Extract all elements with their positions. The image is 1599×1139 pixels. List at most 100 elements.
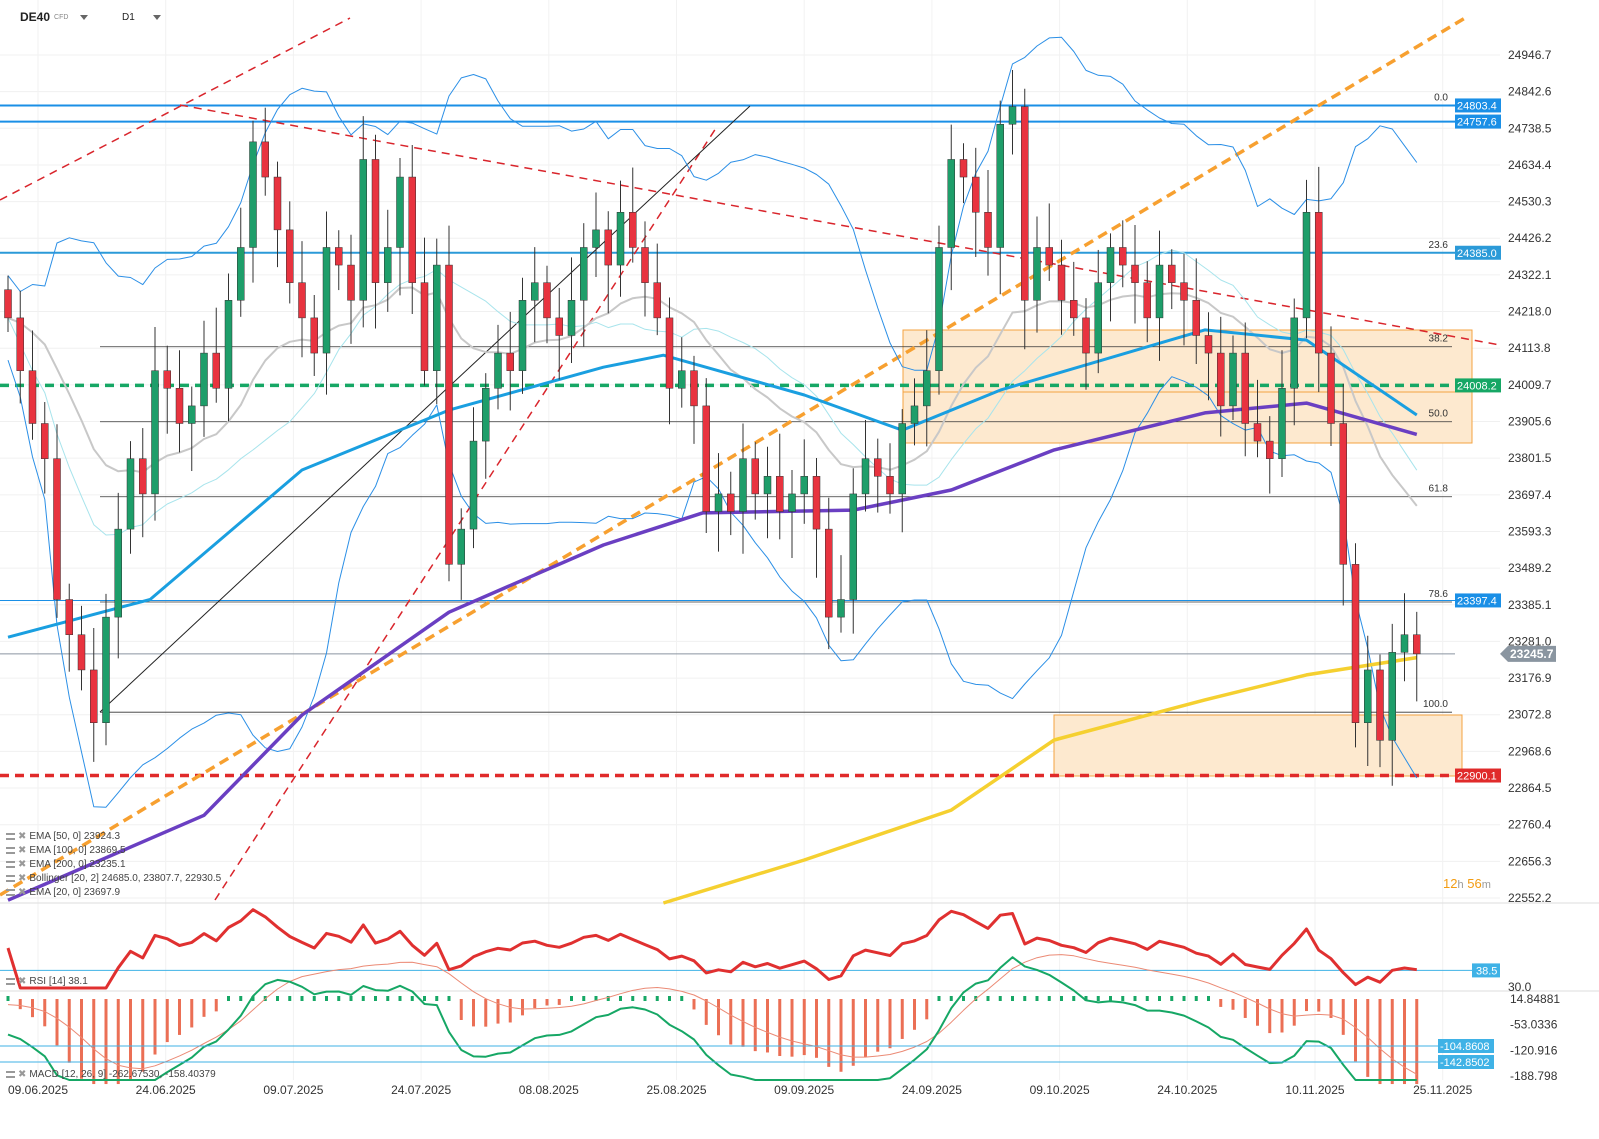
candle: [286, 201, 294, 304]
legend-ema100[interactable]: ✖ EMA [100, 0] 23869.5: [6, 845, 126, 856]
candle: [1119, 220, 1127, 288]
candle-body: [1327, 352, 1335, 424]
macd-histogram-bar: [864, 999, 867, 1058]
legend-text: Bollinger [20, 2] 24685.0, 23807.7, 2293…: [29, 873, 222, 884]
y-tick-label: 23593.3: [1508, 524, 1552, 538]
close-icon[interactable]: ✖: [18, 976, 27, 987]
macd-histogram-bar: [80, 999, 83, 1079]
legend-text: RSI [14] 38.1: [29, 976, 88, 987]
trend-line: [0, 16, 1466, 897]
candle-body: [1168, 264, 1176, 283]
rsi-tick-label: 30.0: [1508, 980, 1532, 994]
candle: [886, 443, 894, 514]
macd-level-label: -142.8502: [1440, 1057, 1490, 1069]
rsi-line: [6, 908, 1418, 990]
candle: [518, 277, 527, 394]
candle: [1021, 88, 1029, 350]
candle: [763, 446, 772, 539]
legend-ema200[interactable]: ✖ EMA [200, 0] 23235.1: [6, 859, 126, 870]
macd-histogram-bar: [1415, 999, 1419, 1085]
macd-histogram-bar: [288, 996, 292, 1001]
close-icon[interactable]: ✖: [18, 887, 27, 898]
candle-body: [690, 370, 698, 407]
candle: [175, 350, 184, 453]
legend-ema50[interactable]: ✖ EMA [50, 0] 23924.3: [6, 831, 120, 842]
macd-tick-label: 14.84881: [1510, 992, 1560, 1006]
candle: [16, 290, 24, 404]
close-icon[interactable]: ✖: [18, 845, 27, 856]
y-tick-label: 23176.9: [1508, 671, 1552, 685]
candle: [261, 107, 269, 196]
candle: [996, 100, 1004, 295]
candle-body: [224, 300, 233, 389]
candle-body: [151, 370, 159, 495]
macd-histogram-bar: [18, 999, 22, 1010]
candle-body: [188, 405, 196, 424]
candle-body: [1217, 352, 1225, 407]
fib-label: 78.6: [1429, 589, 1449, 600]
level-tag: [1455, 768, 1501, 783]
candle: [298, 241, 306, 358]
close-icon[interactable]: ✖: [18, 859, 27, 870]
menu-icon[interactable]: [6, 978, 15, 985]
legend-ema20[interactable]: ✖ EMA [20, 0] 23697.9: [6, 887, 120, 898]
macd-histogram-bar: [190, 999, 194, 1028]
menu-icon[interactable]: [6, 889, 15, 896]
fib-label: 0.0: [1434, 92, 1448, 103]
menu-icon[interactable]: [6, 833, 15, 840]
menu-icon[interactable]: [6, 1071, 15, 1078]
candle: [641, 221, 649, 317]
y-tick-label: 23801.5: [1508, 451, 1552, 465]
menu-icon[interactable]: [6, 861, 15, 868]
macd-histogram-bar: [361, 996, 365, 1001]
macd-tick-label: -188.798: [1510, 1069, 1558, 1083]
candle-body: [1339, 423, 1347, 565]
candle: [1131, 224, 1139, 324]
fib-label: 23.6: [1429, 240, 1449, 251]
x-tick-label: 24.09.2025: [902, 1083, 962, 1097]
macd-histogram-bar: [1219, 999, 1223, 1007]
candle: [445, 225, 453, 582]
fib-label: 61.8: [1429, 484, 1449, 495]
close-icon[interactable]: ✖: [18, 1069, 27, 1080]
candle: [41, 402, 49, 494]
macd-histogram-bar: [766, 999, 769, 1053]
macd-histogram-bar: [1305, 999, 1308, 1012]
candle-body: [506, 352, 514, 371]
candle: [959, 143, 968, 204]
symbol-type: CFD: [54, 13, 69, 21]
candle-body: [200, 352, 208, 407]
close-icon[interactable]: ✖: [18, 873, 27, 884]
chevron-down-icon: [80, 14, 89, 20]
menu-icon[interactable]: [6, 847, 15, 854]
candle: [163, 345, 171, 434]
macd-histogram-bar: [6, 996, 10, 1001]
candle: [727, 471, 735, 536]
timeframe-selector[interactable]: D1: [122, 12, 161, 23]
candle: [1351, 543, 1360, 748]
candle-body: [629, 212, 637, 248]
symbol-selector[interactable]: DE40 CFD: [20, 10, 89, 24]
close-icon[interactable]: ✖: [18, 831, 27, 842]
candle-body: [1376, 669, 1384, 741]
candle: [1413, 611, 1421, 702]
legend-bollinger[interactable]: ✖ Bollinger [20, 2] 24685.0, 23807.7, 229…: [6, 873, 221, 884]
candle-body: [849, 493, 857, 600]
macd-histogram-bar: [815, 999, 818, 1058]
candle-body: [1388, 652, 1396, 741]
macd-histogram-bar: [717, 999, 720, 1036]
macd-signal-line: [7, 954, 1418, 1075]
candle: [898, 409, 906, 533]
candle-body: [359, 159, 367, 301]
macd-histogram-bar: [1084, 996, 1088, 1001]
menu-icon[interactable]: [6, 875, 15, 882]
candle-body: [1290, 317, 1298, 389]
legend-rsi[interactable]: ✖ RSI [14] 38.1: [6, 976, 88, 987]
candle-body: [1241, 352, 1249, 424]
macd-histogram-bar: [680, 996, 684, 1001]
candle: [1143, 261, 1151, 343]
candle-body: [1364, 669, 1372, 723]
x-tick-label: 24.07.2025: [391, 1083, 451, 1097]
legend-macd[interactable]: ✖ MACD [12, 26, 9] -262.67530, -158.40379: [6, 1069, 216, 1080]
